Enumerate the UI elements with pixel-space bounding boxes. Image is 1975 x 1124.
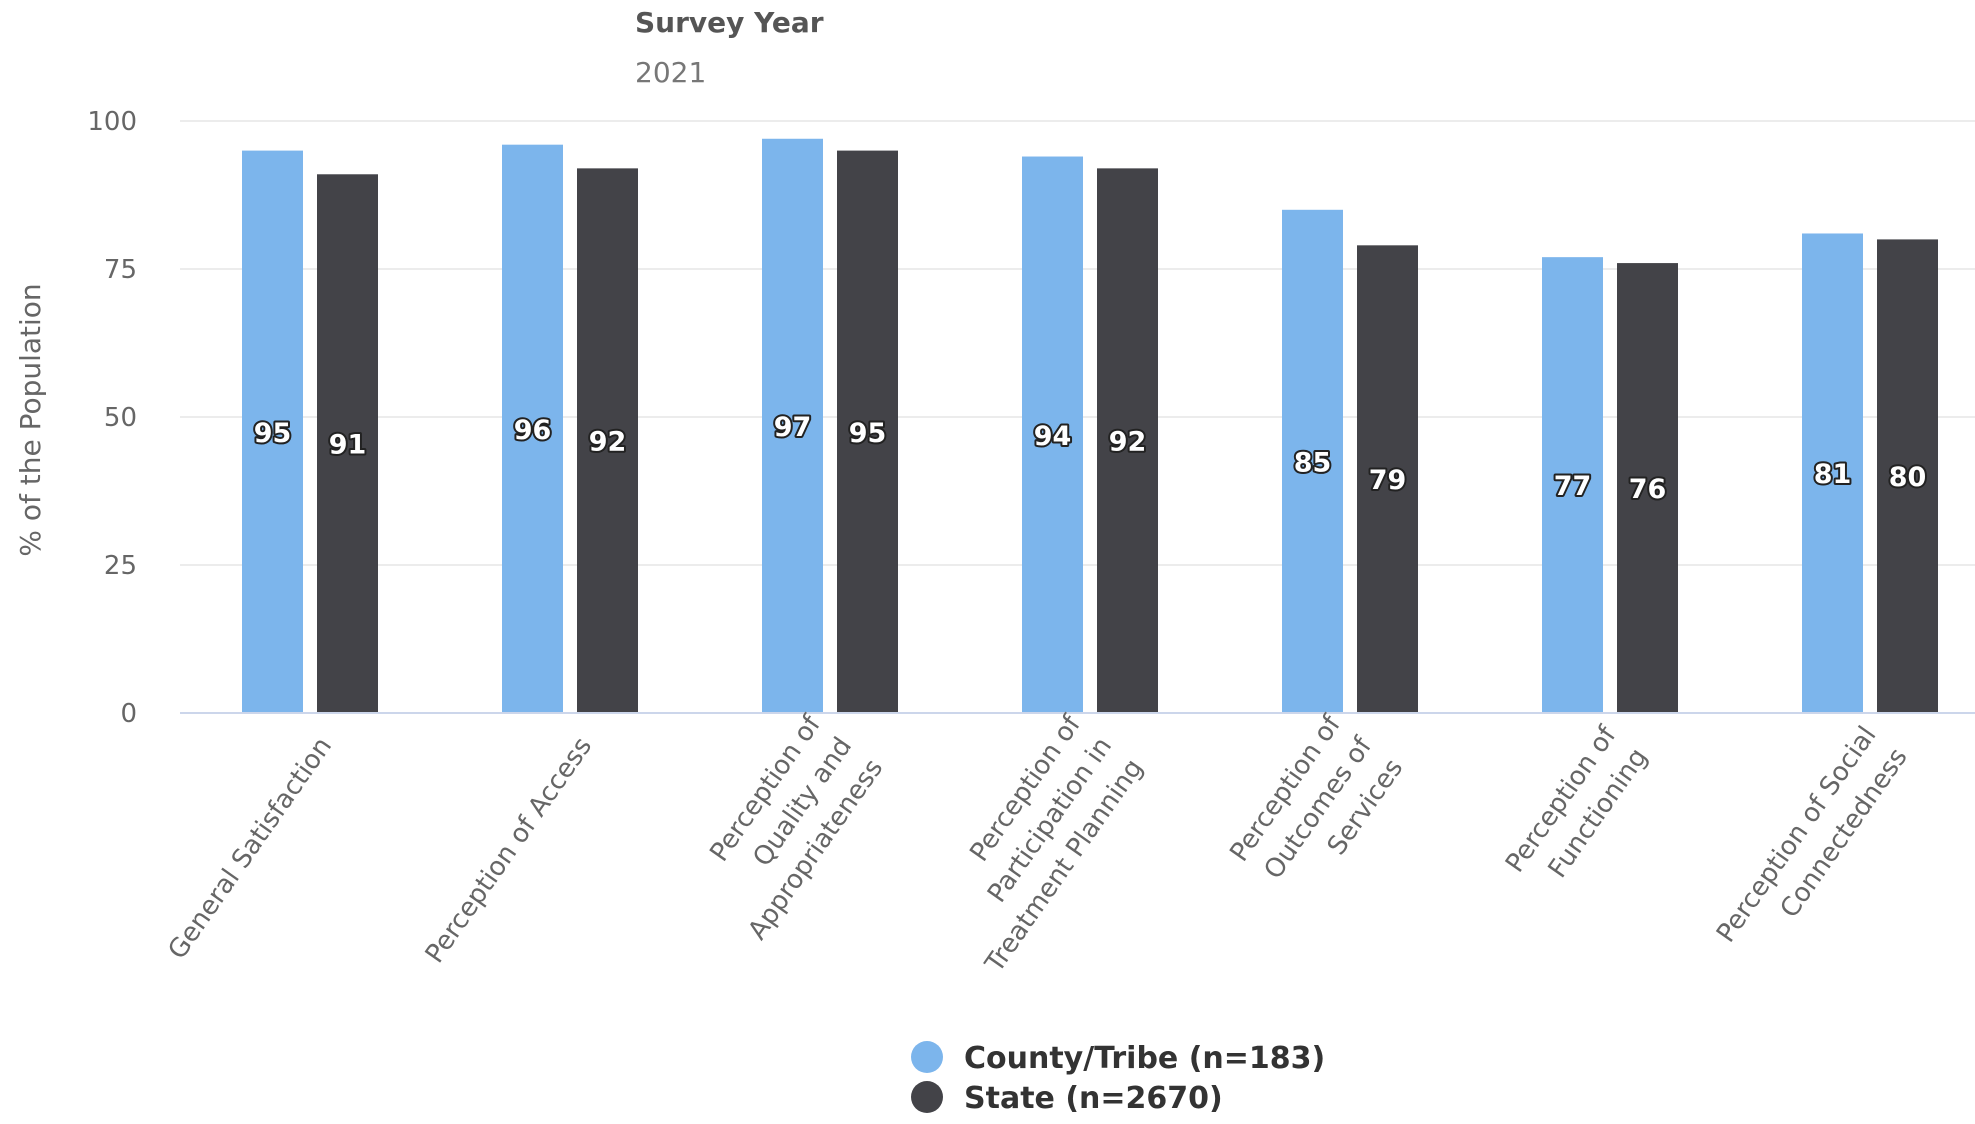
bar-county-tribe: [1802, 233, 1863, 714]
data-label: 77: [1554, 471, 1592, 502]
y-axis-label: % of the Population: [14, 283, 47, 556]
x-axis-ticks: General Satisfaction Perception of Access…: [162, 709, 1913, 978]
data-label: 97: [774, 412, 812, 443]
data-label: 85: [1294, 447, 1332, 478]
data-label: 95: [849, 418, 887, 449]
bar-state: [1877, 239, 1938, 713]
data-label: 95: [254, 418, 292, 449]
data-label: 79: [1369, 465, 1407, 496]
bar-state: [1097, 168, 1158, 714]
y-tick-label: 0: [120, 699, 137, 729]
data-label: 94: [1034, 421, 1072, 452]
legend-item-county-tribe[interactable]: County/Tribe (n=183): [911, 1041, 1325, 1076]
legend-swatch: [911, 1081, 943, 1113]
bar-state: [837, 150, 898, 714]
y-tick-label: 50: [104, 403, 137, 433]
x-tick-label-line: Perception of Access: [420, 732, 598, 969]
data-label: 80: [1889, 462, 1927, 493]
data-label: 96: [514, 415, 552, 446]
y-tick-label: 25: [104, 551, 137, 581]
data-label: 92: [1109, 427, 1147, 458]
bar-county-tribe: [242, 150, 303, 714]
bar-county-tribe: [762, 138, 823, 713]
y-axis-ticks: 0 25 50 75 100: [87, 107, 137, 729]
y-tick-label: 100: [87, 107, 137, 137]
y-tick-label: 75: [104, 255, 137, 285]
data-label: 91: [329, 430, 367, 461]
legend: County/Tribe (n=183) State (n=2670): [911, 1041, 1325, 1116]
bar-county-tribe: [1022, 156, 1083, 713]
bar-state: [1357, 245, 1418, 713]
bar-state: [577, 168, 638, 714]
bar-state: [317, 174, 378, 713]
bar-state: [1617, 263, 1678, 713]
legend-swatch: [911, 1041, 943, 1073]
legend-item-state[interactable]: State (n=2670): [911, 1081, 1223, 1116]
data-label: 81: [1814, 459, 1852, 490]
x-tick-label: General Satisfaction: [162, 732, 338, 965]
legend-label: County/Tribe (n=183): [964, 1041, 1325, 1076]
data-label: 76: [1629, 474, 1667, 505]
chart-header-title: Survey Year: [635, 6, 824, 39]
legend-label: State (n=2670): [964, 1081, 1223, 1116]
bar-county-tribe: [1282, 209, 1343, 714]
x-tick-label: Perception of Access: [420, 732, 598, 969]
x-tick-label-line: General Satisfaction: [162, 732, 338, 965]
bar-county-tribe: [502, 144, 563, 713]
chart-header-year: 2021: [635, 56, 706, 89]
data-labels: 95 91 96 92 97 95 94 92 85 79 77 76 81 80: [252, 410, 1929, 507]
bars: [242, 138, 1938, 714]
bar-county-tribe: [1542, 257, 1603, 713]
data-label: 92: [589, 427, 627, 458]
